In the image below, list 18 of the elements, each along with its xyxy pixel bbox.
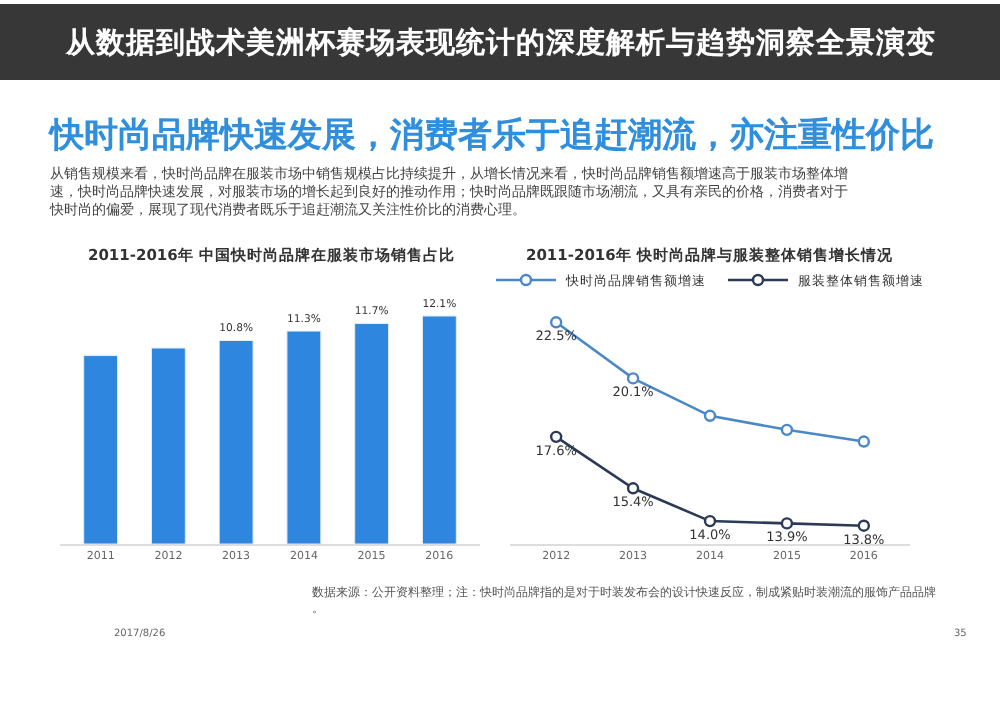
text: 快时尚品牌快速发展，消费者乐于追赶潮流，亦注重性价比 (48, 116, 934, 156)
point (780, 423, 794, 437)
bar (421, 315, 457, 544)
bar (218, 340, 254, 544)
text: 从数据到战术美洲杯赛场表现统计的深度解析与趋势洞察全景演变 (64, 24, 936, 60)
point (549, 430, 563, 444)
point (549, 316, 563, 329)
point (626, 482, 640, 495)
bar (286, 330, 322, 544)
point (703, 514, 717, 528)
bar (354, 323, 390, 544)
point (857, 519, 871, 532)
point (703, 409, 717, 423)
bar (83, 355, 119, 544)
bar (150, 347, 186, 544)
point (857, 435, 871, 448)
point (626, 372, 640, 385)
point (780, 517, 794, 530)
